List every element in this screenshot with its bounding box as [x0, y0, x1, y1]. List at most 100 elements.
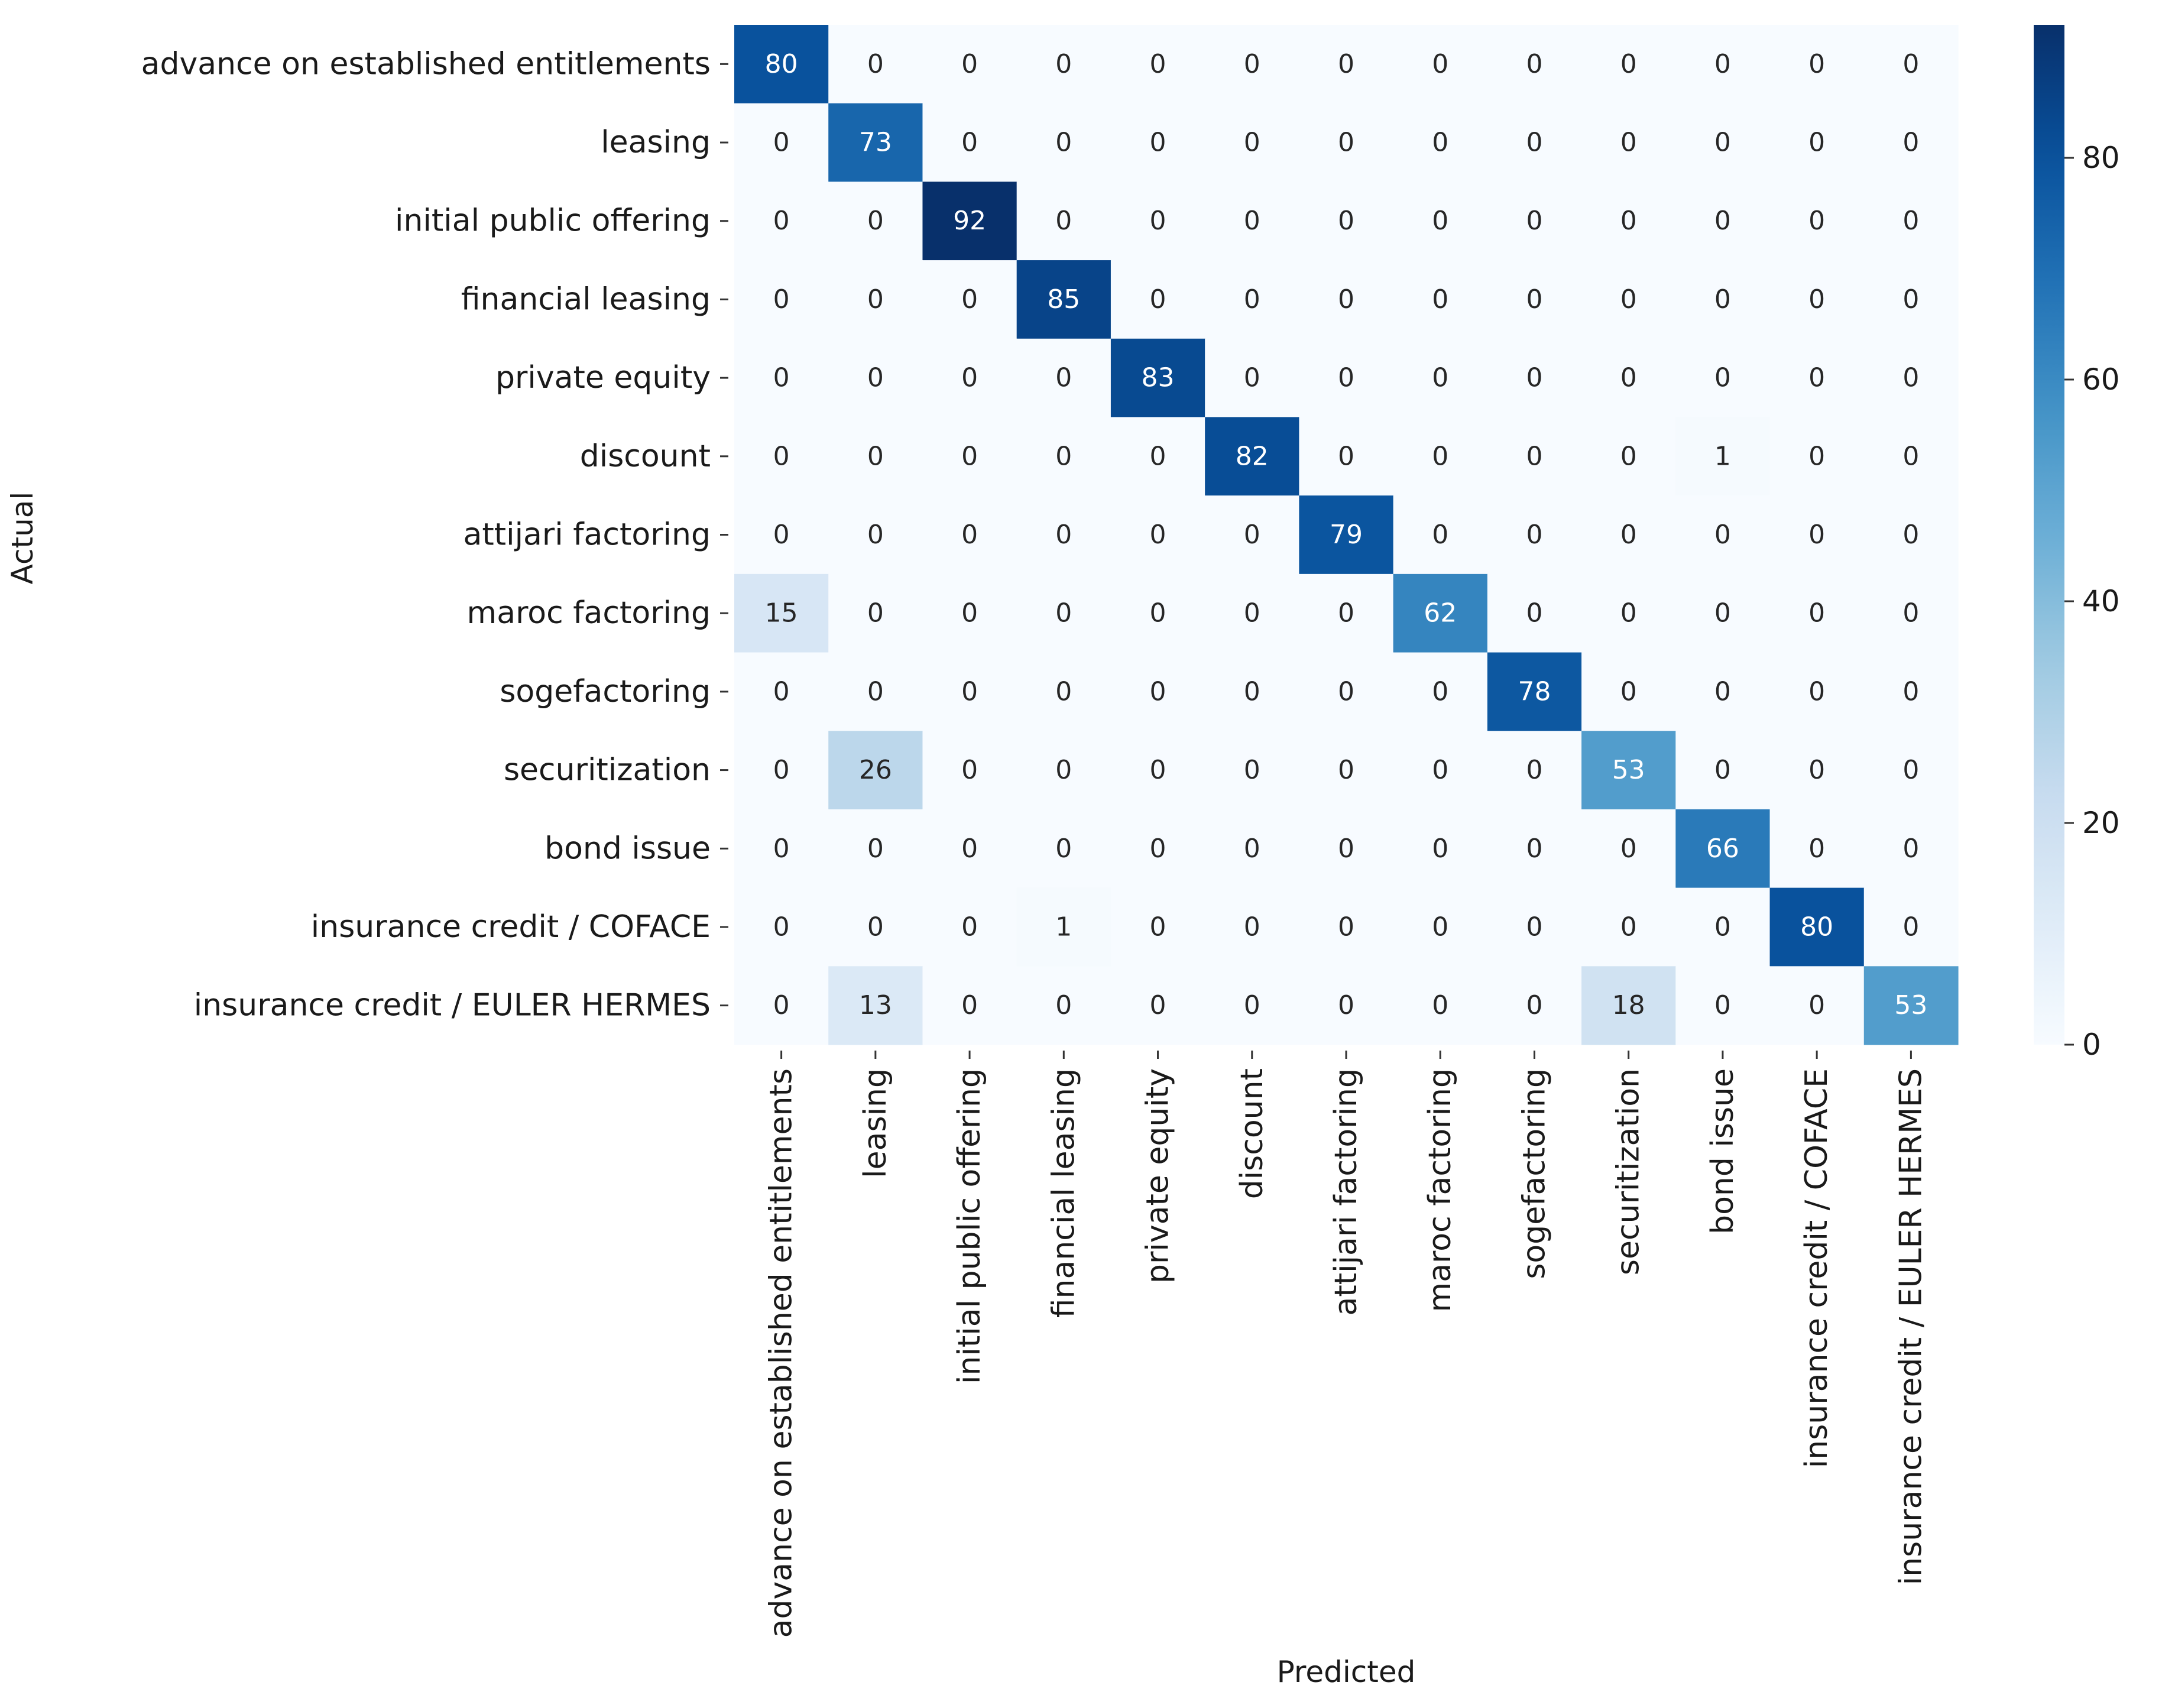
cell-value-label: 0 — [1432, 520, 1448, 550]
cell-value-label: 0 — [1808, 990, 1825, 1020]
heatmap-cell — [1863, 652, 1959, 731]
cell-value-label: 0 — [1526, 598, 1542, 628]
cell-value-label: 0 — [867, 284, 884, 315]
cell-value-label: 0 — [1714, 912, 1731, 942]
cell-value-label: 0 — [773, 520, 790, 550]
cell-value-label: 0 — [1902, 49, 1919, 79]
heatmap-cell — [1675, 573, 1771, 653]
heatmap-cell — [828, 966, 923, 1045]
cell-value-label: 0 — [1244, 128, 1260, 158]
heatmap-cell — [1675, 417, 1771, 496]
cell-value-label: 0 — [867, 834, 884, 864]
cell-value-label: 0 — [1055, 990, 1072, 1020]
heatmap-cell — [922, 966, 1017, 1045]
heatmap-cell — [1769, 25, 1865, 104]
x-tick-label: bond issue — [1705, 1068, 1740, 1234]
heatmap-cell — [1110, 182, 1205, 261]
cell-value-label: 80 — [1800, 912, 1833, 942]
heatmap-cell — [1675, 338, 1771, 418]
colorbar-gradient — [2034, 25, 2064, 1045]
heatmap-cell — [922, 417, 1017, 496]
cell-value-label: 0 — [1526, 520, 1542, 550]
heatmap-cell — [922, 338, 1017, 418]
cell-value-label: 0 — [1338, 676, 1354, 706]
heatmap-cell — [922, 731, 1017, 810]
cell-value-label: 0 — [1620, 676, 1637, 706]
x-axis: advance on established entitlements leasi… — [764, 1051, 1928, 1638]
heatmap-cell — [1299, 966, 1394, 1045]
cell-value-label: 0 — [1808, 598, 1825, 628]
heatmap-cell — [1016, 652, 1111, 731]
heatmap-cell — [828, 25, 923, 104]
cell-value-label: 0 — [1150, 49, 1166, 79]
heatmap-cell — [1110, 260, 1205, 339]
heatmap-cell — [1769, 731, 1865, 810]
cell-value-label: 0 — [1150, 598, 1166, 628]
heatmap-cell — [1487, 809, 1582, 889]
cell-value-label: 92 — [953, 206, 986, 236]
y-tick-label: sogefactoring — [500, 674, 711, 709]
cell-value-label: 0 — [961, 598, 978, 628]
heatmap-cell — [1863, 966, 1959, 1045]
cell-value-label: 0 — [1338, 284, 1354, 315]
heatmap-cell — [1393, 887, 1488, 967]
cell-value-label: 0 — [1808, 128, 1825, 158]
heatmap-cell — [734, 417, 829, 496]
cell-value-label: 0 — [867, 49, 884, 79]
y-tick-label: securitization — [504, 753, 711, 788]
cell-value-label: 79 — [1330, 520, 1363, 550]
cell-value-label: 0 — [1620, 363, 1637, 393]
cell-value-label: 0 — [1714, 990, 1731, 1020]
heatmap-cell — [1393, 495, 1488, 575]
heatmap-cell — [922, 809, 1017, 889]
cell-value-label: 0 — [1244, 363, 1260, 393]
cell-value-label: 0 — [1620, 912, 1637, 942]
cell-value-label: 0 — [1714, 520, 1731, 550]
x-axis-title: Predicted — [1277, 1655, 1416, 1689]
heatmap-cell — [1016, 573, 1111, 653]
heatmap-cell — [1393, 182, 1488, 261]
heatmap-cell — [1110, 573, 1205, 653]
cell-value-label: 18 — [1612, 990, 1645, 1020]
heatmap-cell — [922, 260, 1017, 339]
cell-value-label: 0 — [773, 363, 790, 393]
cell-value-label: 0 — [1432, 441, 1448, 471]
y-tick-label: maroc factoring — [467, 595, 711, 631]
heatmap-cell — [922, 25, 1017, 104]
heatmap-cell — [1769, 103, 1865, 182]
x-tick-label: advance on established entitlements — [764, 1068, 799, 1638]
cell-value-label: 0 — [773, 284, 790, 315]
heatmap-cell — [1769, 809, 1865, 889]
heatmap-cell — [1205, 182, 1299, 261]
heatmap-cell — [1487, 495, 1582, 575]
y-tick-label: insurance credit / EULER HERMES — [194, 988, 711, 1023]
cell-value-label: 0 — [961, 912, 978, 942]
cell-value-label: 0 — [1244, 49, 1260, 79]
cell-value-label: 0 — [773, 441, 790, 471]
heatmap-cell — [1487, 182, 1582, 261]
cell-value-label: 0 — [1620, 834, 1637, 864]
cell-value-label: 0 — [1055, 834, 1072, 864]
cell-value-label: 0 — [867, 363, 884, 393]
cell-value-label: 0 — [773, 206, 790, 236]
cell-value-label: 1 — [1714, 441, 1731, 471]
cell-value-label: 0 — [1150, 206, 1166, 236]
heatmap-cell — [1299, 887, 1394, 967]
cell-value-label: 0 — [1902, 912, 1919, 942]
cell-value-label: 0 — [1902, 284, 1919, 315]
heatmap-cell — [1016, 887, 1111, 967]
heatmap-cell — [1016, 182, 1111, 261]
colorbar-tick-label: 0 — [2082, 1028, 2101, 1062]
heatmap-cell — [734, 731, 829, 810]
cell-value-label: 0 — [1432, 363, 1448, 393]
cell-value-label: 0 — [1432, 834, 1448, 864]
cell-value-label: 0 — [867, 912, 884, 942]
heatmap-cell — [1110, 495, 1205, 575]
heatmap-cell — [1487, 887, 1582, 967]
heatmap-cell — [1581, 260, 1676, 339]
y-tick-label: bond issue — [544, 831, 711, 866]
heatmap-cell — [1581, 495, 1676, 575]
cell-value-label: 0 — [1432, 49, 1448, 79]
heatmap-cell — [828, 495, 923, 575]
x-tick-label: initial public offering — [952, 1068, 987, 1384]
